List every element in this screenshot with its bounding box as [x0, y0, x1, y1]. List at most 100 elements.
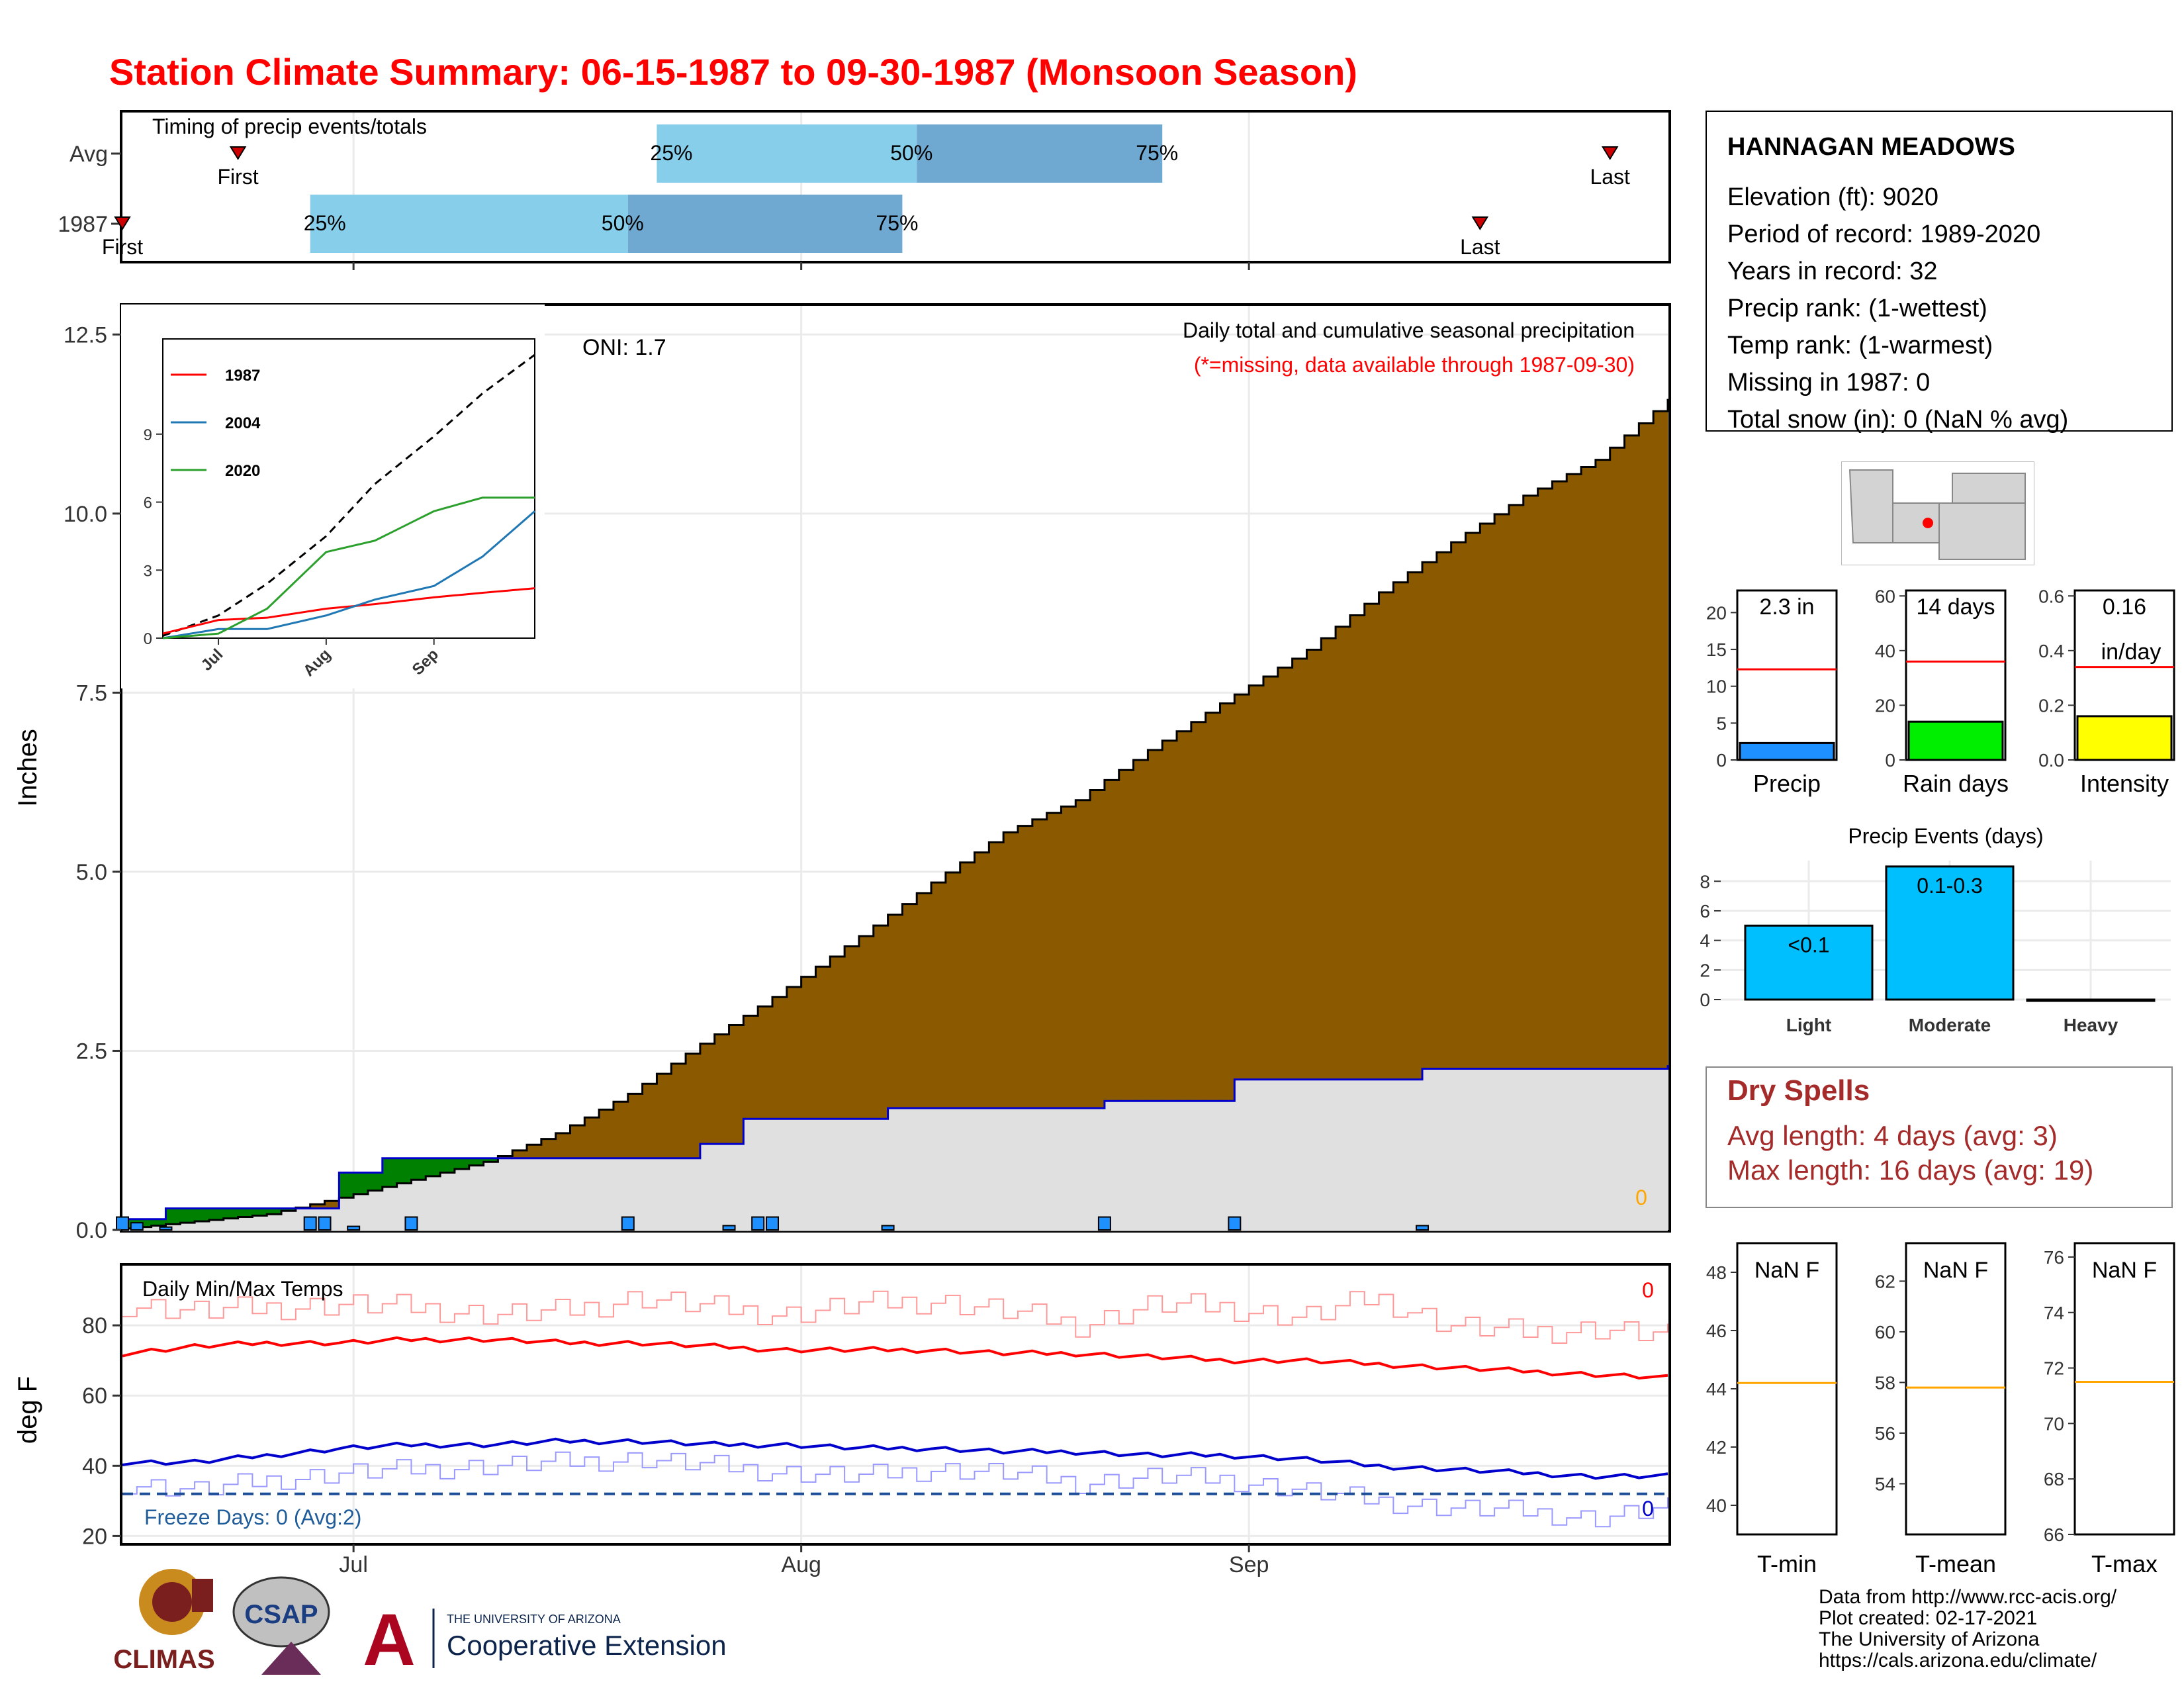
- cumulative-surplus-bar: [1003, 832, 1019, 1109]
- svg-text:CLIMAS: CLIMAS: [113, 1645, 214, 1674]
- station-marker-icon: [1923, 518, 1933, 528]
- y-tick-label: 60: [1875, 586, 1895, 606]
- cumulative-surplus-bar: [1523, 495, 1539, 1069]
- last-label: Last: [1460, 235, 1500, 259]
- station-box: HANNAGAN MEADOWS Elevation (ft): 9020 Per…: [1706, 111, 2173, 434]
- daily-precip-bar: [722, 1225, 736, 1231]
- last-label: Last: [1590, 165, 1630, 189]
- y-tick-label: 40: [82, 1454, 107, 1479]
- cumulative-surplus-bar: [1379, 592, 1394, 1080]
- daily-precip-bar: [116, 1216, 129, 1231]
- cumulative-deficit-bar: [180, 1208, 195, 1223]
- daily-min-line: [122, 1451, 1668, 1528]
- cumulative-deficit-bar: [367, 1172, 383, 1191]
- cumulative-surplus-bar: [772, 997, 788, 1119]
- inset-y-label: 6: [144, 494, 152, 512]
- daily-precip-bar: [303, 1216, 317, 1231]
- daily-precip-bar: [1416, 1225, 1430, 1231]
- precip-ylabel: Inches: [13, 729, 42, 807]
- daily-precip-bar: [318, 1216, 332, 1231]
- timing-bar-second-half: [627, 195, 903, 253]
- avg-cumulative-fill: [122, 1065, 1668, 1230]
- svg-text:CSAP: CSAP: [244, 1600, 318, 1629]
- cumulative-surplus-bar: [1595, 459, 1611, 1069]
- last-marker-icon: [1471, 216, 1489, 230]
- timing-p75-label: 75%: [1136, 141, 1178, 165]
- footer-line: https://cals.arizona.edu/climate/: [1819, 1650, 2097, 1671]
- cumulative-surplus-bar: [844, 946, 860, 1119]
- csap-logo: CSAP: [232, 1576, 330, 1675]
- cumulative-deficit-bar: [426, 1158, 441, 1176]
- mini-bar-value-label: 2.3 in: [1759, 594, 1814, 620]
- y-tick-label: 0.2: [2038, 695, 2064, 716]
- temp-box-value-label: NaN F: [1754, 1258, 1819, 1283]
- daily-precip-bar: [621, 1216, 635, 1231]
- y-tick-label: 76: [2044, 1247, 2064, 1268]
- inset-series-line: [162, 587, 535, 635]
- y-tick-label: 62: [1875, 1271, 1895, 1291]
- cumulative-surplus-bar: [989, 842, 1004, 1109]
- inset-series-line: [162, 496, 535, 639]
- temp-title: Daily Min/Max Temps: [142, 1277, 343, 1301]
- y-tick-label: 60: [1875, 1322, 1895, 1342]
- y-tick-label: 48: [1706, 1262, 1727, 1283]
- first-label: First: [102, 235, 143, 259]
- cumulative-surplus-bar: [1653, 411, 1668, 1069]
- cumulative-deficit-bar: [454, 1158, 470, 1170]
- oni-label: ONI: 1.7: [582, 335, 666, 360]
- temp-box-frame: [1905, 1242, 2007, 1536]
- timing-bar-first-half: [657, 124, 917, 183]
- footer-line: The University of Arizona: [1819, 1628, 2040, 1650]
- inset-y-label: 3: [144, 562, 152, 580]
- temp-panel: 20 40 60 80 deg F Daily Min/Max Temps Freez…: [13, 1263, 1671, 1549]
- cumulative-surplus-bar: [729, 1025, 744, 1145]
- cumulative-deficit-bar: [208, 1208, 224, 1220]
- first-marker-icon: [229, 146, 247, 160]
- y-tick-label: 56: [1875, 1423, 1895, 1444]
- cumulative-deficit-bar: [339, 1172, 354, 1198]
- svg-text:THE UNIVERSITY OF ARIZONA: THE UNIVERSITY OF ARIZONA: [447, 1613, 621, 1626]
- cumulative-surplus-bar: [1104, 780, 1120, 1102]
- timing-p25-label: 25%: [304, 211, 346, 235]
- daily-precip-bar: [751, 1216, 765, 1231]
- cumulative-surplus-bar: [931, 882, 946, 1109]
- cumulative-surplus-bar: [642, 1084, 658, 1158]
- y-tick-label: 74: [2044, 1303, 2064, 1323]
- cumulative-surplus-bar: [1249, 685, 1264, 1080]
- station-info-line: Missing in 1987: 0: [1727, 369, 1930, 397]
- cumulative-surplus-bar: [1465, 533, 1480, 1069]
- event-bar-label: 0.1-0.3: [1917, 874, 1983, 898]
- cumulative-surplus-bar: [743, 1015, 758, 1119]
- cumulative-surplus-bar: [1234, 694, 1250, 1080]
- cumulative-surplus-bar: [887, 914, 903, 1109]
- cumulative-surplus-bar: [1624, 435, 1639, 1069]
- dry-spells-avg: Avg length: 4 days (avg: 3): [1727, 1120, 2058, 1151]
- station-info-line: Period of record: 1989-2020: [1727, 220, 2040, 248]
- avg-min-line: [122, 1437, 1668, 1480]
- mini-bar-chart: 0.0 0.2 0.4 0.6 0.16 in/day Intensity: [2038, 586, 2175, 797]
- climas-logo: CLIMAS: [113, 1569, 215, 1674]
- daily-precip-bar: [1228, 1216, 1242, 1231]
- timing-title: Timing of precip events/totals: [152, 115, 427, 138]
- cumulative-surplus-bar: [498, 1156, 513, 1158]
- missing-note: (*=missing, data available through 1987-…: [1194, 353, 1635, 377]
- cumulative-surplus-bar: [671, 1063, 686, 1158]
- cumulative-surplus-bar: [310, 1204, 326, 1209]
- daily-precip-bar: [159, 1226, 173, 1231]
- y-tick-label: 0.0: [2038, 750, 2064, 771]
- cumulative-deficit-bar: [353, 1172, 369, 1194]
- mini-bar-frame: [1736, 589, 1838, 761]
- cumulative-surplus-bar: [1162, 740, 1177, 1102]
- cumulative-surplus-bar: [1336, 626, 1351, 1080]
- y-tick-label: 40: [1875, 641, 1895, 661]
- month-label: Aug: [781, 1552, 821, 1577]
- cumulative-surplus-bar: [1581, 467, 1596, 1069]
- cumulative-deficit-bar: [136, 1219, 152, 1227]
- cumulative-surplus-bar: [1277, 667, 1293, 1080]
- y-tick-label: 7.5: [76, 680, 107, 706]
- event-bar-label: <0.1: [1788, 933, 1829, 957]
- cumulative-surplus-bar: [873, 925, 889, 1119]
- y-tick-label: 10: [1706, 677, 1727, 697]
- legend-label: 2020: [225, 462, 260, 480]
